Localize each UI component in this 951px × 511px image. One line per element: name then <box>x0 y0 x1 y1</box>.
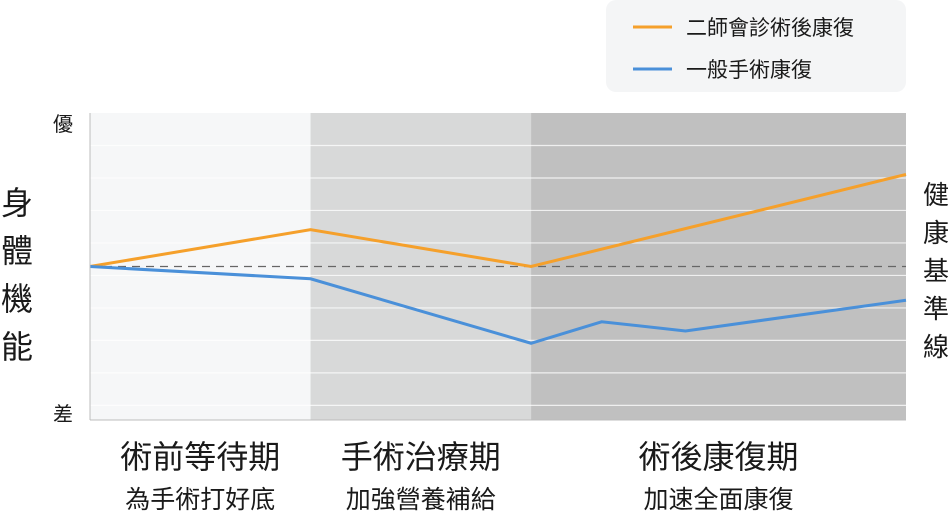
y-axis-label-char: 身 <box>1 184 33 222</box>
phase-subtitle-1: 為手術打好底 <box>125 485 275 511</box>
phase-title-2: 手術治療期 <box>341 438 501 476</box>
phase-band-3 <box>531 113 906 420</box>
series-lines <box>89 172 907 345</box>
phase-subtitle-3: 加速全面康復 <box>644 485 794 511</box>
legend-box <box>606 0 906 92</box>
y-bottom-label: 差 <box>53 402 73 426</box>
baseline-label-char: 康 <box>923 219 949 249</box>
phase-subtitle-2: 加強營養補給 <box>346 485 496 511</box>
legend-label-1: 二師會診術後康復 <box>686 16 854 40</box>
series-line-1 <box>89 172 907 269</box>
series-line-2 <box>89 265 907 345</box>
y-axis-label-char: 能 <box>1 328 33 366</box>
baseline-label-char: 線 <box>923 333 949 363</box>
legend-label-2: 一般手術康復 <box>686 58 812 82</box>
baseline-label-char: 健 <box>923 181 949 211</box>
baseline-label-char: 準 <box>923 295 949 325</box>
phase-title-3: 術後康復期 <box>639 438 799 476</box>
y-top-label: 優 <box>53 112 73 136</box>
y-axis-label-char: 機 <box>1 280 33 318</box>
y-axis-label-char: 體 <box>1 232 33 270</box>
baseline-label-char: 基 <box>923 257 949 287</box>
gridlines <box>90 144 906 406</box>
phase-title-1: 術前等待期 <box>120 438 280 476</box>
